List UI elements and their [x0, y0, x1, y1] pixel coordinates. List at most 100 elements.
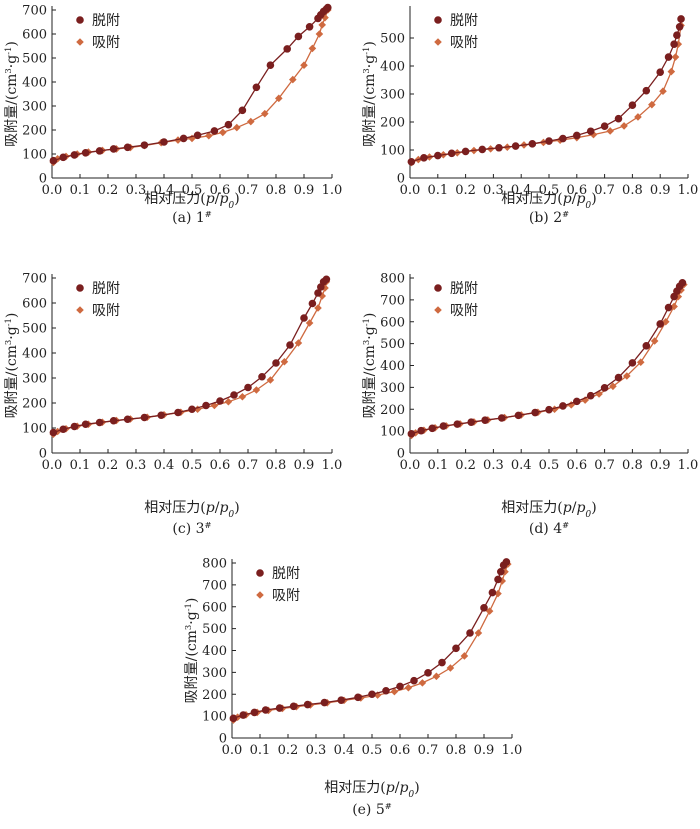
x-axis-label: 相对压力(p/p0) — [501, 500, 596, 520]
series-desorption — [407, 15, 685, 166]
x-tick-label: 0.3 — [126, 458, 147, 473]
data-point — [514, 411, 523, 420]
data-point — [573, 397, 581, 406]
data-point — [59, 153, 68, 162]
x-tick-label: 0.7 — [238, 458, 259, 473]
data-point — [664, 303, 673, 312]
data-point — [275, 704, 284, 712]
y-tick-label: 200 — [380, 403, 405, 418]
panel-caption: (d) 4# — [529, 520, 569, 537]
data-point — [318, 21, 326, 29]
data-point — [420, 154, 428, 162]
y-tick-label: 300 — [22, 372, 47, 387]
panel-4: 0.0 0.1 0.2 0.3 0.4 0.5 0.6 0.7 0.8 0.9 1.0 0 100 200… — [361, 272, 698, 538]
data-point — [678, 279, 687, 287]
x-axis-label: 相对压力(p/p0) — [144, 500, 239, 520]
data-point — [623, 372, 631, 380]
x-tick-label: 0.5 — [539, 183, 560, 198]
legend-marker — [434, 284, 442, 292]
data-point — [628, 359, 637, 367]
data-point — [545, 137, 553, 145]
x-tick-label: 1.0 — [502, 743, 523, 758]
data-point — [531, 408, 539, 417]
y-tick-label: 500 — [22, 322, 47, 337]
data-point — [275, 94, 283, 103]
data-point — [478, 145, 487, 154]
y-tick-label: 400 — [22, 76, 47, 91]
data-point — [109, 416, 118, 425]
data-point — [224, 120, 233, 129]
data-point — [160, 138, 168, 146]
data-point — [586, 391, 595, 400]
series-desorption — [49, 3, 332, 165]
y-tick-label: 500 — [380, 337, 405, 352]
x-tick-label: 0.0 — [400, 458, 421, 473]
legend-marker — [76, 306, 84, 314]
y-tick-label: 0 — [397, 172, 405, 187]
x-tick-label: 0.0 — [42, 458, 63, 473]
data-point — [261, 109, 269, 118]
legend-marker — [76, 284, 84, 292]
y-tick-label: 400 — [380, 359, 405, 374]
data-point — [308, 44, 317, 53]
x-tick-label: 0.9 — [474, 743, 495, 758]
panel-caption: (e) 5# — [352, 801, 392, 818]
panel-5: 0.0 0.1 0.2 0.3 0.4 0.5 0.6 0.7 0.8 0.9 1.0 0 100 200… — [183, 557, 522, 819]
x-tick-label: 1.0 — [322, 183, 343, 198]
data-point — [321, 13, 329, 22]
data-point — [390, 687, 399, 696]
panel-2: 0.0 0.1 0.2 0.3 0.4 0.5 0.6 0.7 0.8 0.9 1.0 0 100 200… — [361, 6, 698, 226]
data-point — [314, 304, 322, 312]
x-axis-label: 相对压力(p/p0) — [144, 191, 239, 211]
y-tick-label: 400 — [22, 347, 47, 362]
y-axis-label: 吸附量/(cm3·g-1) — [361, 41, 378, 147]
legend-marker — [434, 38, 442, 46]
data-point — [396, 682, 404, 691]
legend-label: 吸附 — [272, 588, 300, 604]
data-point — [670, 40, 678, 48]
x-tick-label: 0.4 — [154, 458, 175, 473]
data-point — [229, 714, 238, 723]
data-point — [230, 391, 238, 399]
data-point — [174, 408, 182, 417]
data-point — [252, 386, 261, 394]
x-tick-label: 0.8 — [622, 458, 643, 473]
data-point — [305, 23, 314, 31]
x-tick-label: 0.5 — [362, 743, 383, 758]
data-point — [628, 101, 637, 109]
data-point — [70, 422, 79, 431]
panel-1: 0.0 0.1 0.2 0.3 0.4 0.5 0.6 0.7 0.8 0.9 1.0 0 100 200… — [3, 4, 342, 227]
x-tick-label: 0.9 — [650, 183, 671, 198]
x-tick-label: 0.4 — [154, 183, 175, 198]
x-tick-label: 0.3 — [483, 458, 504, 473]
x-tick-label: 0.5 — [182, 458, 203, 473]
data-point — [460, 652, 469, 660]
data-point — [109, 145, 118, 153]
data-point — [123, 143, 132, 152]
data-point — [667, 67, 676, 76]
data-point — [272, 359, 280, 367]
data-point — [671, 53, 680, 61]
data-point — [417, 426, 425, 435]
data-point — [502, 558, 511, 566]
data-point — [283, 45, 292, 53]
y-axis-label: 吸附量/(cm3·g-1) — [361, 313, 378, 419]
y-tick-label: 500 — [380, 32, 405, 47]
data-point — [219, 128, 227, 137]
y-tick-label: 600 — [380, 315, 405, 330]
series-adsorption — [49, 6, 332, 167]
x-tick-label: 0.1 — [250, 743, 271, 758]
data-point — [467, 418, 475, 426]
x-tick-label: 0.3 — [306, 743, 327, 758]
x-tick-label: 0.1 — [70, 458, 91, 473]
series-desorption — [407, 279, 687, 438]
legend-marker — [76, 16, 84, 24]
data-point — [495, 143, 503, 152]
data-point — [424, 669, 432, 677]
data-point — [661, 317, 670, 326]
y-tick-label: 300 — [22, 100, 47, 115]
data-point — [511, 142, 520, 150]
